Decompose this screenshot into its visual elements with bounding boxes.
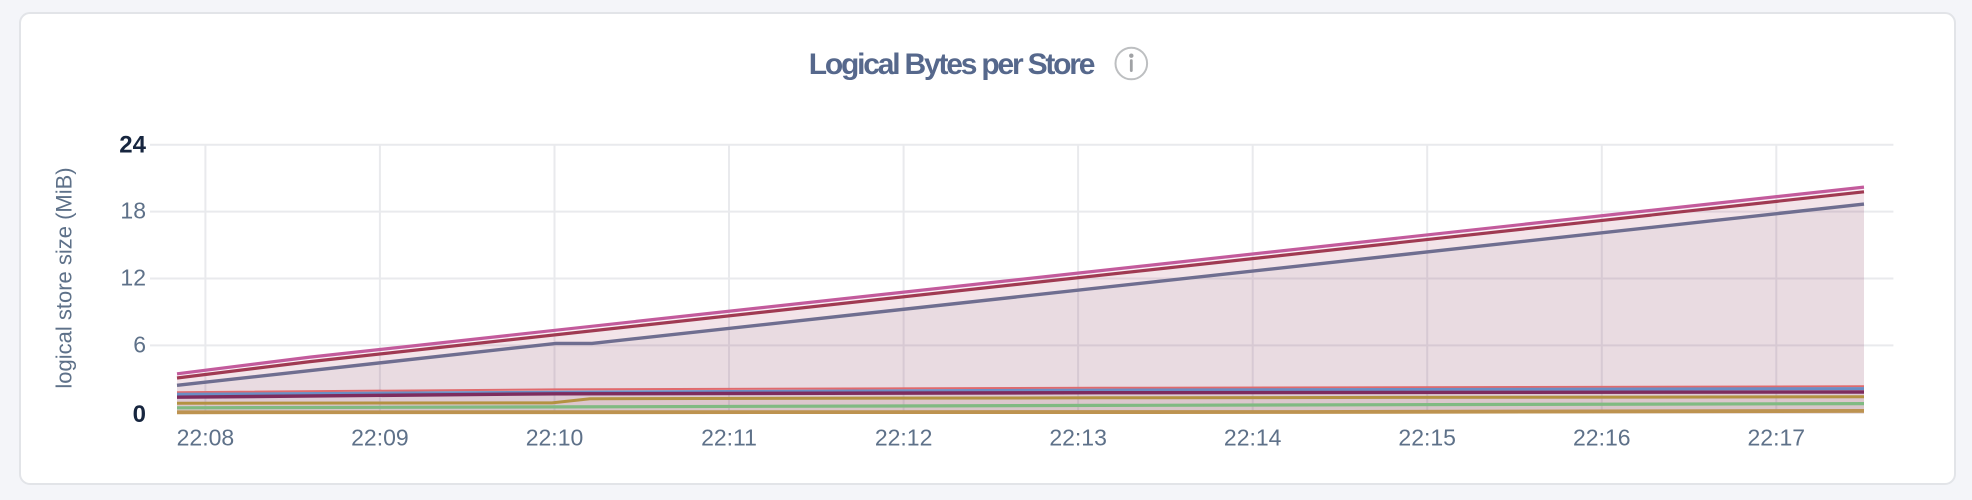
- svg-text:24: 24: [119, 131, 146, 158]
- svg-text:22:17: 22:17: [1748, 425, 1806, 451]
- svg-text:logical store size (MiB): logical store size (MiB): [51, 167, 76, 388]
- svg-text:6: 6: [133, 331, 146, 357]
- svg-text:22:09: 22:09: [351, 425, 409, 451]
- svg-text:22:11: 22:11: [701, 425, 757, 451]
- svg-text:Logical Bytes per Store: Logical Bytes per Store: [809, 48, 1095, 81]
- svg-text:22:13: 22:13: [1049, 425, 1107, 451]
- svg-text:18: 18: [120, 198, 146, 224]
- svg-text:22:15: 22:15: [1398, 425, 1456, 451]
- svg-text:22:12: 22:12: [875, 425, 933, 451]
- svg-text:22:10: 22:10: [526, 425, 584, 451]
- svg-text:12: 12: [120, 264, 146, 290]
- svg-text:22:16: 22:16: [1573, 425, 1631, 451]
- svg-text:22:14: 22:14: [1224, 425, 1282, 451]
- svg-text:22:08: 22:08: [177, 425, 235, 451]
- svg-text:0: 0: [133, 401, 146, 428]
